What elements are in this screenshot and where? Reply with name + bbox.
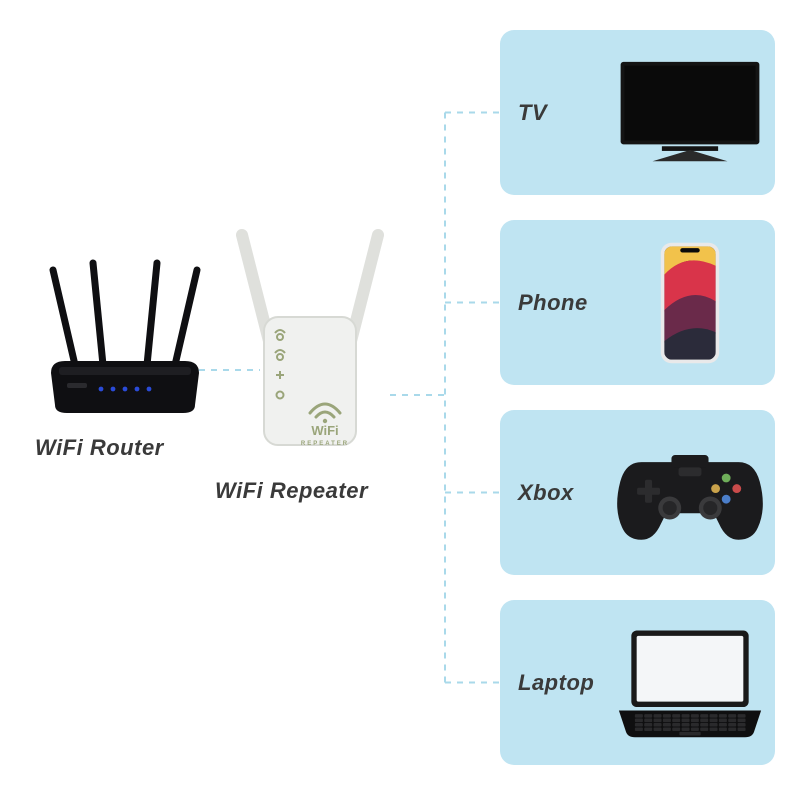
phone-icon (604, 220, 775, 385)
device-label-xbox: Xbox (518, 480, 604, 506)
device-card-laptop: Laptop (500, 600, 775, 765)
device-card-tv: TV (500, 30, 775, 195)
tv-icon (604, 30, 775, 195)
device-label-laptop: Laptop (518, 670, 604, 696)
svg-text:WiFi: WiFi (311, 423, 338, 438)
device-card-phone: Phone (500, 220, 775, 385)
gamepad-icon (604, 410, 775, 575)
device-label-tv: TV (518, 100, 604, 126)
device-card-xbox: Xbox (500, 410, 775, 575)
repeater-label: WiFi Repeater (215, 478, 368, 504)
svg-text:REPEATER: REPEATER (301, 441, 349, 447)
wifi-router-icon (45, 255, 205, 415)
wifi-repeater-icon: WiFi REPEATER (230, 225, 390, 455)
device-label-phone: Phone (518, 290, 604, 316)
laptop-icon (604, 600, 775, 765)
router-label: WiFi Router (35, 435, 164, 461)
